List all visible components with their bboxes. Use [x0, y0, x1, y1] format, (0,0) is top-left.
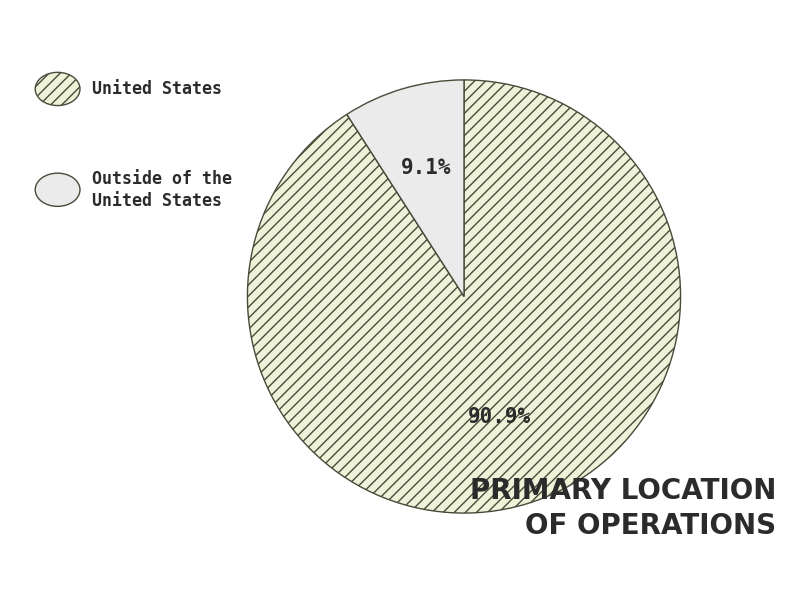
Text: PRIMARY LOCATION
OF OPERATIONS: PRIMARY LOCATION OF OPERATIONS [470, 477, 776, 540]
Text: 90.9%: 90.9% [468, 407, 531, 427]
Text: Outside of the
United States: Outside of the United States [92, 170, 232, 210]
Wedge shape [247, 80, 681, 513]
Text: 9.1%: 9.1% [401, 158, 451, 178]
Text: United States: United States [92, 80, 222, 98]
Wedge shape [347, 80, 464, 296]
